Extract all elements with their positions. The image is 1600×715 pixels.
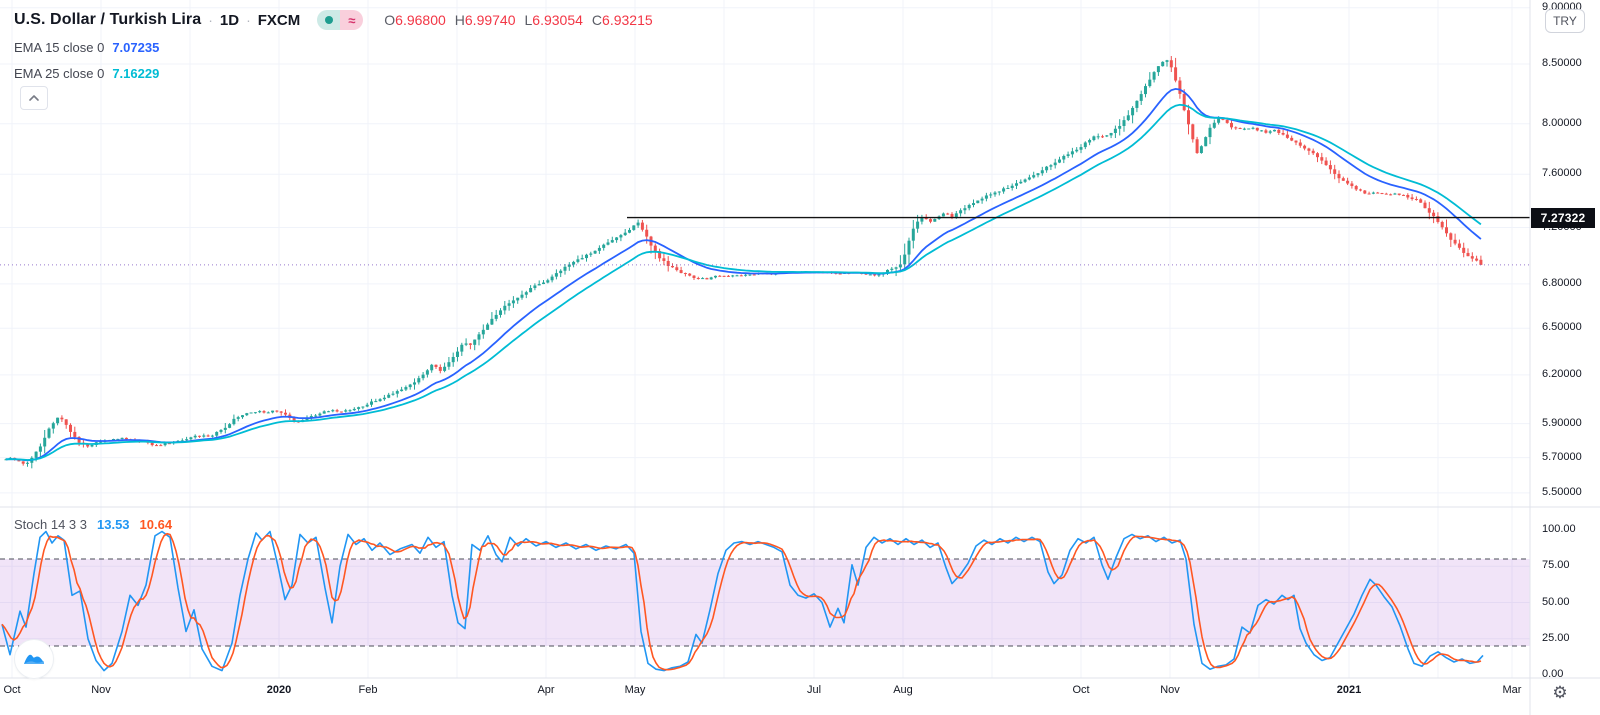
stoch-axis-label: 0.00 [1542, 668, 1564, 680]
stoch-d-value: 10.64 [139, 517, 173, 532]
time-axis-label: May [624, 684, 646, 696]
ema-25-label: EMA 25 close 0 [14, 65, 105, 81]
currency-badge-try[interactable]: TRY [1545, 9, 1585, 33]
symbol-title[interactable]: U.S. Dollar / Turkish Lira [14, 11, 202, 28]
close-label: C [591, 12, 603, 28]
stoch-k-value: 13.53 [97, 517, 130, 532]
ema-25-value: 7.16229 [112, 65, 160, 81]
stoch-axis-label: 50.00 [1542, 595, 1570, 608]
ema-15-line[interactable] [5, 87, 1482, 462]
ohlc-readout: O6.96800 H6.99740 L6.93054 C6.93215 [384, 12, 652, 28]
time-axis-label: 2021 [1336, 684, 1362, 696]
ema-15-label: EMA 15 close 0 [14, 39, 105, 55]
delayed-data-icon: ≈ [340, 10, 364, 30]
grid-layer [0, 0, 1530, 678]
stoch-label: Stoch 14 3 3 [14, 517, 87, 532]
time-axis-label: Nov [1160, 684, 1180, 696]
exchange-label[interactable]: FXCM [257, 11, 301, 29]
chevron-up-icon [29, 95, 39, 101]
low-value: 6.93054 [532, 12, 583, 28]
time-axis-label: Feb [358, 684, 378, 696]
price-axis-label: 6.20000 [1542, 367, 1582, 380]
high-label: H [454, 12, 465, 28]
low-label: L [524, 12, 533, 28]
time-axis-label: Mar [1502, 684, 1522, 696]
stoch-legend[interactable]: Stoch 14 3 3 13.53 10.64 [14, 517, 172, 532]
time-axis-label: Oct [1072, 684, 1090, 696]
candles-layer [4, 56, 1483, 469]
price-axis-label: 5.70000 [1542, 450, 1582, 463]
time-axis-label: Aug [893, 684, 913, 696]
market-open-icon [317, 10, 341, 30]
open-label: O [384, 12, 396, 28]
ema-25-line[interactable] [5, 103, 1482, 461]
time-axis-label: 2020 [266, 684, 292, 696]
price-axis-label: 5.50000 [1542, 485, 1582, 498]
tradingview-logo[interactable] [14, 639, 54, 679]
collapse-indicators-button[interactable] [20, 86, 48, 110]
ema-15-legend[interactable]: EMA 15 close 0 7.07235 [14, 36, 653, 58]
price-axis-label: 7.60000 [1542, 167, 1582, 180]
time-axis-label: Jul [806, 684, 822, 696]
legend-separator: · [208, 12, 213, 28]
stoch-axis-label: 100.00 [1542, 523, 1576, 535]
time-axis-label: Oct [3, 684, 21, 696]
ema-15-value: 7.07235 [112, 39, 160, 55]
legend-separator: · [246, 12, 251, 28]
stoch-axis-label: 75.00 [1542, 559, 1570, 572]
price-axis-label: 8.50000 [1542, 57, 1582, 70]
time-axis-label: Apr [537, 684, 555, 696]
symbol-legend: U.S. Dollar / Turkish Lira · 1D · FXCM ≈… [14, 8, 653, 84]
stoch-pane[interactable] [0, 530, 1530, 672]
open-value: 6.96800 [395, 12, 446, 28]
stoch-band [0, 559, 1530, 646]
time-axis-label: Nov [91, 684, 111, 696]
price-axis-label: 5.90000 [1542, 416, 1582, 429]
market-status-pills[interactable]: ≈ [317, 10, 364, 30]
price-pane[interactable] [0, 56, 1530, 469]
price-axis-label: 6.50000 [1542, 321, 1582, 334]
high-value: 6.99740 [464, 12, 516, 28]
chart-settings-gear-icon[interactable]: ⚙ [1552, 683, 1568, 702]
close-value: 6.93215 [602, 12, 653, 28]
interval-label[interactable]: 1D [219, 11, 240, 29]
price-axis-label: 8.00000 [1542, 116, 1582, 129]
price-axis-label: 6.80000 [1542, 276, 1582, 289]
ema-25-legend[interactable]: EMA 25 close 0 7.16229 [14, 62, 653, 84]
mountain-chart-icon [24, 654, 44, 664]
trendline-price-label: 7.27322 [1531, 207, 1595, 228]
stoch-axis-label: 25.00 [1542, 631, 1570, 644]
stoch-d-line [1, 532, 1482, 671]
